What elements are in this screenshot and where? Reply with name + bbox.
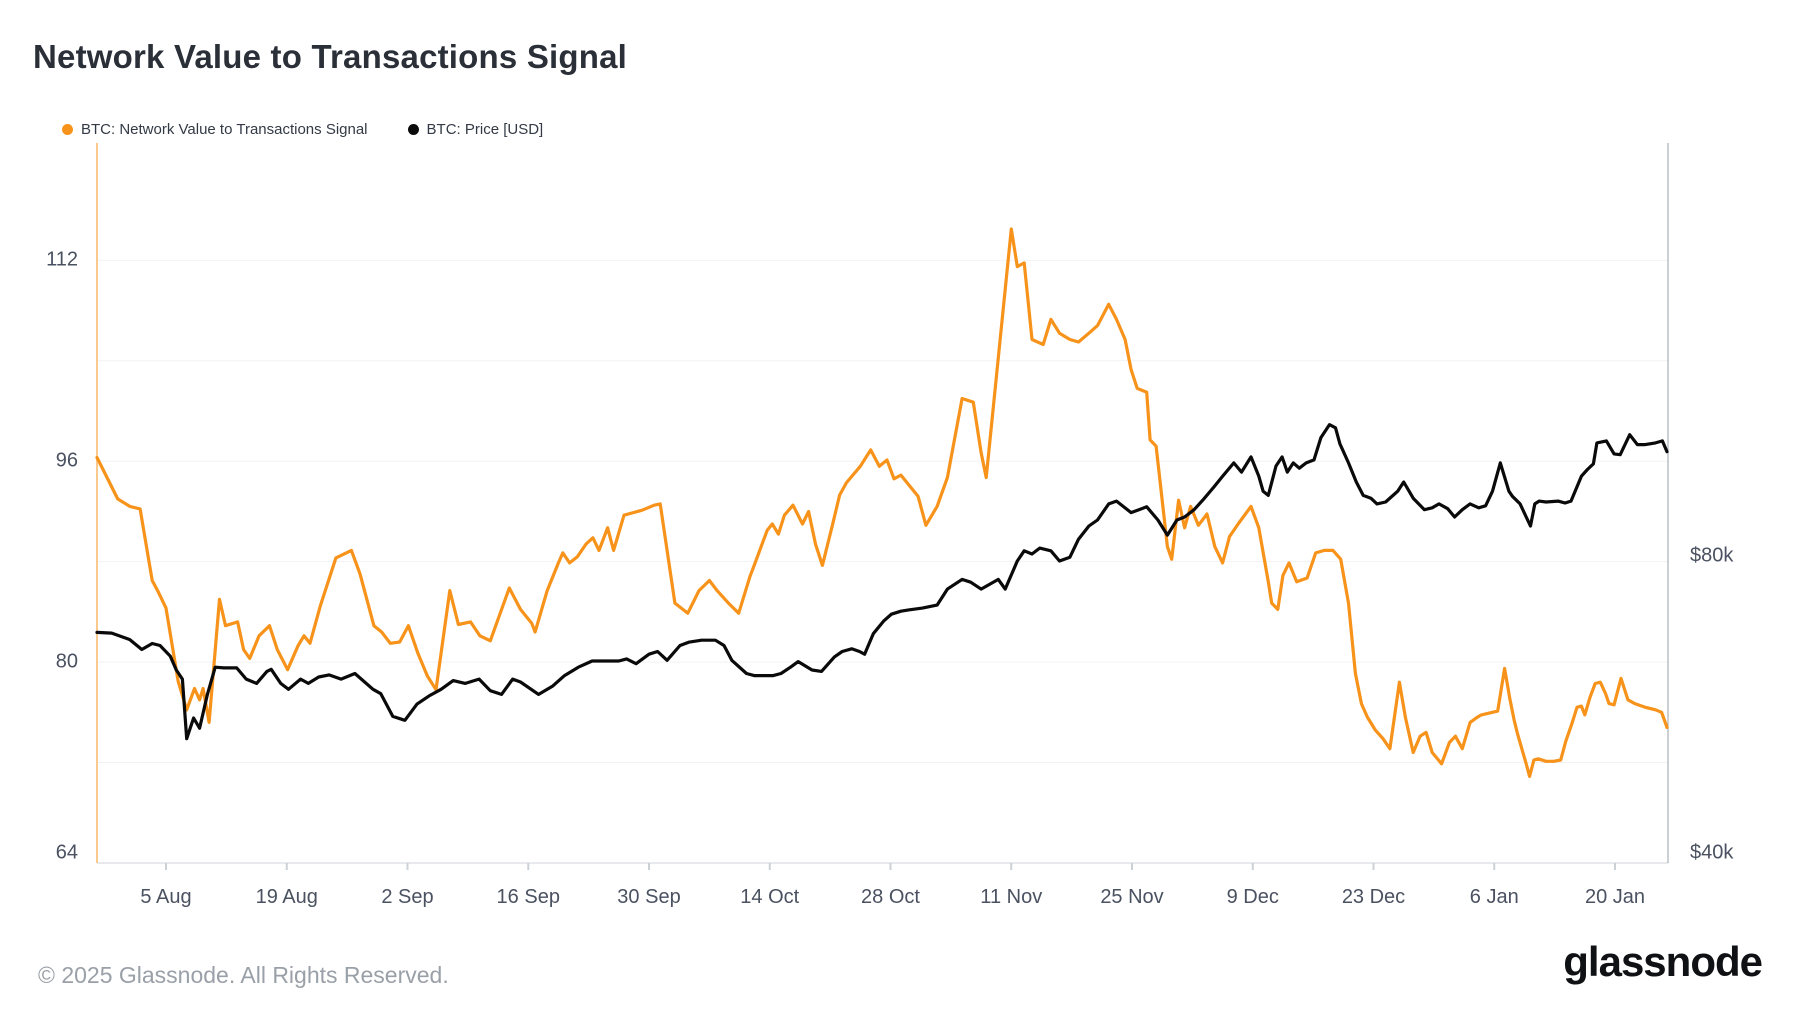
x-axis-date-label: 23 Dec <box>1341 886 1406 908</box>
nvt-series-dot-icon <box>62 124 73 135</box>
x-axis-date-label: 6 Jan <box>1469 886 1519 908</box>
y-axis-left-label: 112 <box>46 248 78 271</box>
y-axis-left-label: 80 <box>55 650 78 673</box>
legend-item-nvt-signal[interactable]: BTC: Network Value to Transactions Signa… <box>62 121 368 138</box>
x-axis-date-label: 16 Sep <box>496 886 560 908</box>
x-axis-date-label: 30 Sep <box>617 886 681 908</box>
legend: BTC: Network Value to Transactions Signa… <box>62 121 543 138</box>
x-axis-date-label: 11 Nov <box>980 886 1043 908</box>
x-axis-date-label: 14 Oct <box>740 886 800 908</box>
y-axis-right-label: $80k <box>1690 544 1734 567</box>
y-axis-right-label: $40k <box>1690 841 1734 864</box>
x-axis-date-label: 2 Sep <box>381 886 434 908</box>
x-axis-date-label: 25 Nov <box>1100 886 1164 908</box>
legend-label: BTC: Network Value to Transactions Signa… <box>81 121 368 138</box>
glassnode-logo: glassnode <box>1563 938 1763 985</box>
x-axis-date-label: 9 Dec <box>1226 886 1279 908</box>
legend-label: BTC: Price [USD] <box>426 121 544 138</box>
x-axis-date-label: 28 Oct <box>861 886 920 908</box>
x-axis-date-label: 5 Aug <box>140 886 192 908</box>
x-axis-date-label: 19 Aug <box>255 886 318 908</box>
y-axis-left-label: 96 <box>55 449 78 472</box>
y-axis-left-label: 64 <box>55 841 78 864</box>
series-line-nvt-signal[interactable] <box>95 227 1669 779</box>
series-line-price[interactable] <box>95 423 1669 741</box>
price-series-dot-icon <box>407 124 419 135</box>
page-title: Network Value to Transactions Signal <box>33 38 628 75</box>
footer-copyright: © 2025 Glassnode. All Rights Reserved. <box>38 962 449 988</box>
x-axis-date-label: 20 Jan <box>1584 886 1646 908</box>
legend-item-price[interactable]: BTC: Price [USD] <box>407 121 544 138</box>
